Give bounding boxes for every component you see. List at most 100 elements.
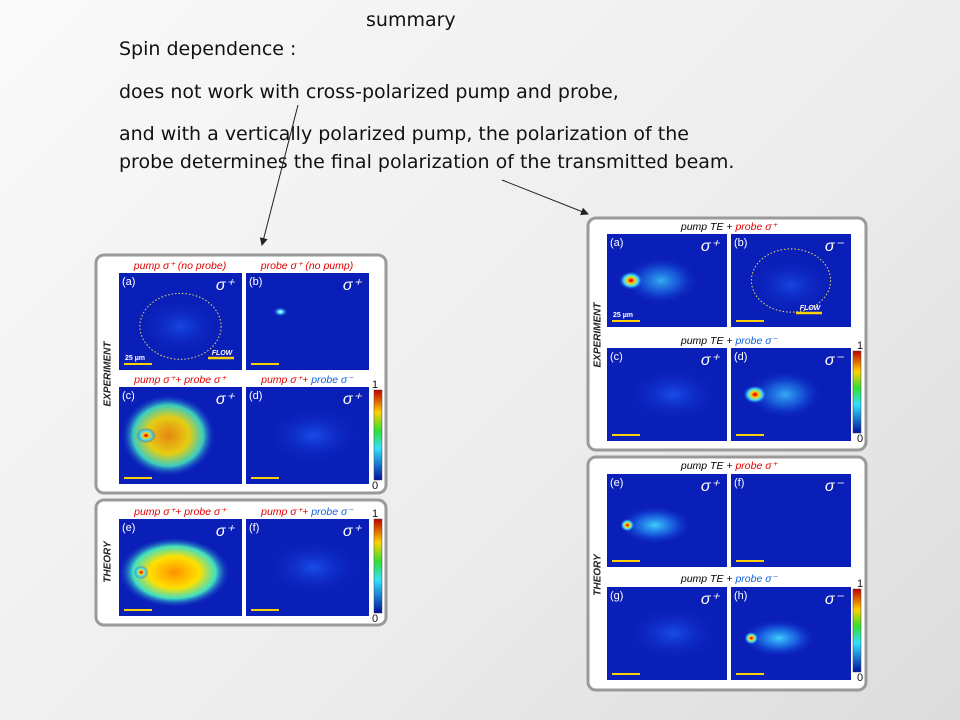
section-label: THEORY — [103, 540, 114, 583]
header-part: pump σ⁺+ — [260, 506, 311, 518]
colorbar — [852, 350, 862, 434]
intensity — [136, 427, 156, 444]
intensity — [619, 506, 691, 544]
intensity — [625, 605, 721, 662]
panel-header: pump TE + probe σ⁻ — [680, 573, 779, 585]
panel-header: pump σ⁺+ probe σ⁺ — [133, 506, 227, 518]
polarization: σ⁻ — [825, 238, 845, 255]
panel-header: pump σ⁺ (no probe) — [133, 260, 226, 272]
intensity — [749, 371, 821, 418]
header-part: probe σ⁻ — [734, 335, 778, 347]
colorbar-tick: 1 — [857, 340, 863, 352]
panel-image — [731, 474, 851, 567]
polarization: σ⁺ — [701, 352, 721, 369]
header-part: pump TE + — [680, 460, 736, 472]
intensity — [743, 619, 815, 657]
scale-label: 25 µm — [125, 355, 145, 362]
colorbar-tick: 1 — [857, 578, 863, 590]
polarization: σ⁻ — [825, 478, 845, 495]
polarization: σ⁺ — [701, 238, 721, 255]
header-part: probe σ⁺ (no pump) — [260, 260, 353, 272]
panel-label: (e) — [610, 477, 623, 489]
intensity — [625, 257, 697, 304]
header-part: pump σ⁺+ probe σ⁺ — [133, 374, 227, 386]
intensity — [743, 385, 767, 404]
colorbar-tick: 0 — [372, 613, 378, 625]
header-part: pump σ⁺ (no probe) — [133, 260, 226, 272]
panel-header: pump σ⁺+ probe σ⁻ — [260, 374, 354, 386]
colorbar-tick: 0 — [372, 480, 378, 492]
polarization: σ⁺ — [216, 277, 236, 294]
polarization: σ⁺ — [343, 391, 363, 408]
header-part: pump TE + — [680, 335, 736, 347]
intensity — [264, 538, 363, 597]
flow-label: FLOW — [212, 350, 234, 357]
header-part: pump TE + — [680, 221, 736, 233]
colorbar-tick: 1 — [372, 379, 378, 391]
polarization: σ⁺ — [701, 591, 721, 608]
panel-label: (c) — [122, 390, 135, 402]
slide-title: summary — [366, 9, 456, 31]
flow-label: FLOW — [800, 305, 822, 312]
section-label: EXPERIMENT — [103, 341, 114, 407]
panel-label: (d) — [734, 351, 747, 363]
polarization: σ⁺ — [343, 523, 363, 540]
header-part: pump TE + — [680, 573, 736, 585]
intensity — [749, 257, 833, 314]
intensity — [264, 406, 363, 465]
section-label: THEORY — [593, 553, 604, 596]
panel-label: (f) — [734, 477, 744, 489]
arrow — [501, 179, 589, 216]
header-part: probe σ⁻ — [310, 506, 354, 518]
panel-label: (a) — [610, 237, 623, 249]
panel-header: pump σ⁺+ probe σ⁺ — [133, 374, 227, 386]
intensity — [133, 565, 149, 580]
intensity — [121, 394, 215, 477]
section-label: EXPERIMENT — [593, 302, 604, 368]
polarization: σ⁻ — [825, 352, 845, 369]
panel-label: (g) — [610, 590, 623, 602]
body-line: Spin dependence : — [119, 38, 297, 60]
panel-label: (b) — [249, 276, 262, 288]
intensity — [119, 537, 230, 608]
polarization: σ⁺ — [216, 391, 236, 408]
scale-label: 25 µm — [613, 312, 633, 319]
intensity — [744, 631, 759, 645]
body-line: probe determines the final polarization … — [119, 151, 735, 173]
panel-header: pump TE + probe σ⁻ — [680, 335, 779, 347]
header-part: probe σ⁺ — [734, 221, 778, 233]
colorbar — [852, 588, 862, 673]
panel-label: (d) — [249, 390, 262, 402]
colorbar-tick: 0 — [857, 672, 863, 684]
intensity — [137, 297, 224, 356]
panel-label: (b) — [734, 237, 747, 249]
polarization: σ⁻ — [825, 591, 845, 608]
body-line: and with a vertically polarized pump, th… — [119, 123, 689, 145]
colorbar-tick: 1 — [372, 508, 378, 520]
intensity — [620, 518, 635, 532]
panel-label: (c) — [610, 351, 623, 363]
panel-header: probe σ⁺ (no pump) — [260, 260, 353, 272]
colorbar — [373, 518, 383, 614]
arrow — [259, 104, 299, 246]
panel-header: pump σ⁺+ probe σ⁻ — [260, 506, 354, 518]
body-line: does not work with cross-polarized pump … — [119, 81, 619, 103]
boundary — [139, 292, 222, 360]
colorbar-tick: 0 — [857, 433, 863, 445]
panel-header: pump TE + probe σ⁺ — [680, 221, 779, 233]
panel-label: (h) — [734, 590, 747, 602]
panel-label: (f) — [249, 522, 259, 534]
header-part: probe σ⁺ — [734, 460, 778, 472]
boundary — [750, 248, 832, 313]
intensity — [619, 271, 643, 290]
panel-header: pump TE + probe σ⁺ — [680, 460, 779, 472]
colorbar — [373, 389, 383, 481]
polarization: σ⁺ — [343, 277, 363, 294]
panel-label: (a) — [122, 276, 135, 288]
intensity — [273, 306, 288, 317]
header-part: probe σ⁻ — [310, 374, 354, 386]
header-part: pump σ⁺+ — [260, 374, 311, 386]
header-part: pump σ⁺+ probe σ⁺ — [133, 506, 227, 518]
